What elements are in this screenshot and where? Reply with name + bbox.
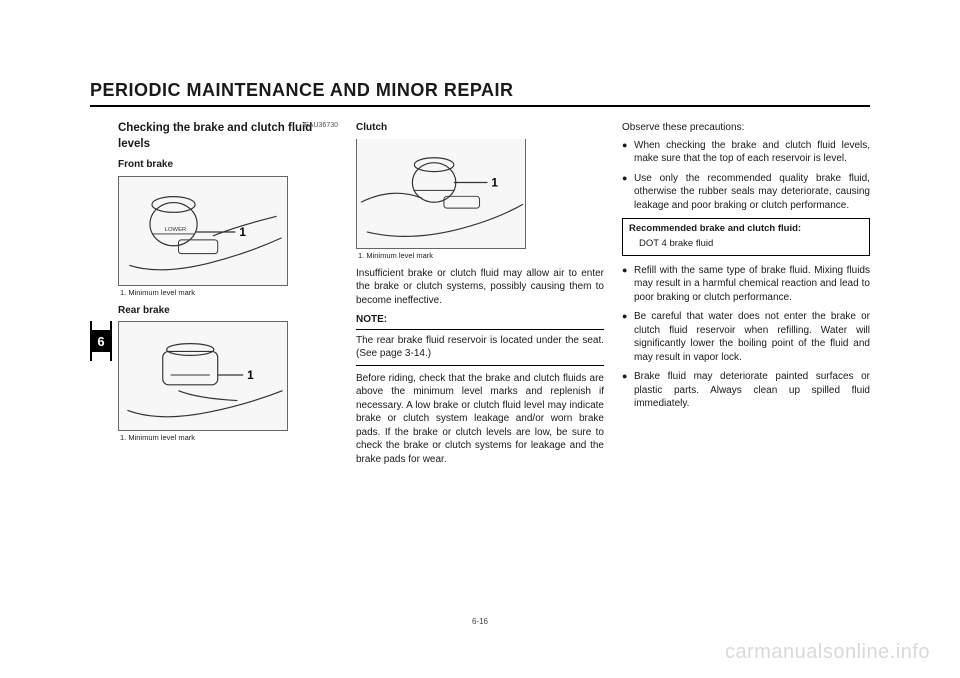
rear-brake-label: Rear brake xyxy=(118,304,338,318)
recommended-fluid-title: Recommended brake and clutch fluid: xyxy=(629,223,863,236)
page-title: PERIODIC MAINTENANCE AND MINOR REPAIR xyxy=(90,80,870,107)
svg-text:1: 1 xyxy=(491,176,498,190)
before-riding-paragraph: Before riding, check that the brake and … xyxy=(356,372,604,467)
svg-text:1: 1 xyxy=(239,225,246,238)
content-columns: EAU36730 Checking the brake and clutch f… xyxy=(90,121,870,472)
note-block: NOTE: The rear brake fluid reservoir is … xyxy=(356,313,604,366)
clutch-caption: 1. Minimum level mark xyxy=(358,251,604,261)
rear-brake-illustration: 1 xyxy=(119,322,287,430)
precautions-intro: Observe these precautions: xyxy=(622,121,870,135)
list-item: Use only the recommended quality brake f… xyxy=(622,172,870,213)
column-1: EAU36730 Checking the brake and clutch f… xyxy=(90,121,338,472)
note-label: NOTE: xyxy=(356,314,387,325)
list-item: Be careful that water does not enter the… xyxy=(622,310,870,364)
svg-text:1: 1 xyxy=(247,369,254,382)
clutch-warning-paragraph: Insufficient brake or clutch fluid may a… xyxy=(356,267,604,308)
list-item: When checking the brake and clutch fluid… xyxy=(622,139,870,166)
precautions-list-1: When checking the brake and clutch fluid… xyxy=(622,139,870,213)
rear-brake-caption: 1. Minimum level mark xyxy=(120,433,338,443)
clutch-figure: 1 xyxy=(356,139,526,249)
recommended-fluid-body: DOT 4 brake fluid xyxy=(629,238,863,251)
clutch-illustration: 1 xyxy=(357,139,525,248)
page-number: 6-16 xyxy=(0,617,960,626)
recommended-fluid-box: Recommended brake and clutch fluid: DOT … xyxy=(622,218,870,256)
list-item: Brake fluid may deteriorate painted surf… xyxy=(622,370,870,411)
front-brake-illustration: LOWER 1 xyxy=(119,177,287,285)
precautions-list-2: Refill with the same type of brake fluid… xyxy=(622,264,870,411)
front-brake-figure: LOWER 1 xyxy=(118,176,288,286)
reference-code: EAU36730 xyxy=(304,121,338,130)
svg-text:LOWER: LOWER xyxy=(165,227,187,233)
front-brake-caption: 1. Minimum level mark xyxy=(120,288,338,298)
note-body: The rear brake fluid reservoir is locate… xyxy=(356,334,604,361)
rear-brake-figure: 1 xyxy=(118,321,288,431)
clutch-label: Clutch xyxy=(356,121,604,135)
column-3: Observe these precautions: When checking… xyxy=(622,121,870,472)
page: PERIODIC MAINTENANCE AND MINOR REPAIR 6 … xyxy=(0,0,960,678)
front-brake-label: Front brake xyxy=(118,158,338,172)
list-item: Refill with the same type of brake fluid… xyxy=(622,264,870,305)
watermark: carmanualsonline.info xyxy=(725,641,930,664)
column-2: Clutch 1 1. Minimum level mark Insuffici… xyxy=(356,121,604,472)
